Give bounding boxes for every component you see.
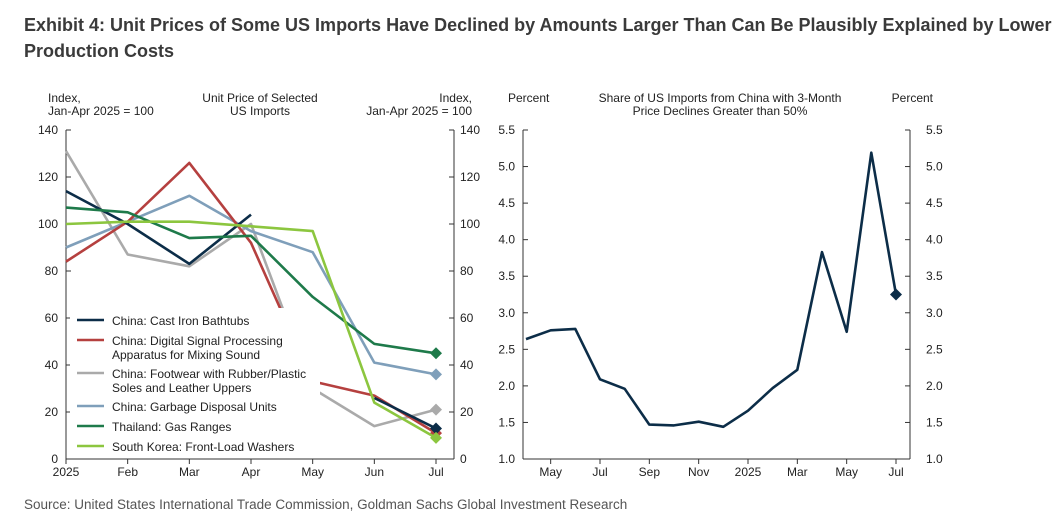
- left-chart-xtick-label: Jul: [428, 465, 443, 479]
- source-note: Source: United States International Trad…: [24, 497, 628, 512]
- left-series-end-marker-4: [430, 347, 442, 360]
- left-chart-xtick-label: Mar: [179, 465, 200, 479]
- right-chart-ytick-label-left: 4.0: [498, 233, 515, 247]
- left-series-line-5: [65, 220, 437, 440]
- left-series-line-3: [65, 189, 437, 430]
- left-chart-ytick-label-right: 120: [460, 170, 480, 184]
- legend-label-5: South Korea: Front-Load Washers: [112, 440, 294, 454]
- right-chart-title-line-1: Price Declines Greater than 50%: [633, 104, 808, 118]
- legend-label-1: China: Digital Signal Processing: [112, 334, 283, 348]
- left-chart-ytick-label-left: 140: [38, 123, 58, 137]
- left-chart-ylabel-left-line-1: Jan-Apr 2025 = 100: [48, 104, 154, 118]
- left-chart-xtick-label: Apr: [242, 465, 261, 479]
- left-chart-title-line-0: Unit Price of Selected: [202, 91, 317, 105]
- right-chart-ytick-label-right: 4.0: [926, 233, 943, 247]
- left-chart-ytick-label-right: 80: [460, 264, 474, 278]
- right-chart-ytick-label-right: 2.5: [926, 342, 943, 356]
- left-chart-ylabel-right-line-0: Index,: [439, 91, 472, 105]
- left-chart-ytick-label-right: 0: [460, 452, 467, 466]
- right-chart-ytick-label-left: 5.5: [498, 123, 515, 137]
- legend-background: [70, 308, 320, 450]
- right-chart-ytick-label-right: 5.0: [926, 160, 943, 174]
- left-series-end-marker-1: [430, 368, 442, 381]
- right-chart-xtick-label: Sep: [639, 465, 661, 479]
- right-chart-ytick-label-right: 3.0: [926, 306, 943, 320]
- right-chart-ytick-label-right: 5.5: [926, 123, 943, 137]
- right-chart-xtick-label: Jul: [888, 465, 903, 479]
- legend-label-1: Apparatus for Mixing Sound: [112, 348, 260, 362]
- right-chart-title-line-0: Share of US Imports from China with 3-Mo…: [599, 91, 842, 105]
- left-series-end-marker-0: [430, 403, 442, 416]
- left-chart-ylabel-left-line-0: Index,: [48, 91, 81, 105]
- left-chart-xtick-label: May: [301, 465, 324, 479]
- left-chart-ytick-label-left: 100: [38, 217, 58, 231]
- left-chart-xtick-label: Feb: [117, 465, 138, 479]
- left-chart-ytick-label-right: 140: [460, 123, 480, 137]
- right-chart-ytick-label-right: 1.0: [926, 452, 943, 466]
- legend-label-0: China: Cast Iron Bathtubs: [112, 314, 249, 328]
- left-series-line-0: [64, 150, 437, 428]
- right-chart-ytick-label-left: 4.5: [498, 196, 515, 210]
- right-chart-ylabel-right: Percent: [892, 91, 934, 105]
- left-chart-ytick-label-right: 20: [460, 405, 474, 419]
- right-chart-ytick-label-right: 1.5: [926, 415, 943, 429]
- right-chart-ytick-label-left: 5.0: [498, 160, 515, 174]
- right-chart-ytick-label-left: 1.0: [498, 452, 515, 466]
- left-chart-xtick-label: Jun: [365, 465, 384, 479]
- right-chart-xtick-label: Mar: [787, 465, 808, 479]
- left-chart-ytick-label-left: 80: [45, 264, 59, 278]
- right-chart-ytick-label-left: 3.5: [498, 269, 515, 283]
- right-series-end-marker: [890, 288, 902, 301]
- right-chart-ytick-label-left: 1.5: [498, 415, 515, 429]
- left-chart-xtick-label: 2025: [53, 465, 80, 479]
- left-series-end-marker-3: [430, 422, 442, 435]
- right-chart-ytick-label-right: 2.0: [926, 379, 943, 393]
- left-chart-ytick-label-left: 60: [45, 311, 59, 325]
- right-series-line: [525, 151, 898, 429]
- left-chart-ytick-label-left: 20: [45, 405, 59, 419]
- left-chart-ytick-label-left: 120: [38, 170, 58, 184]
- legend-label-2: China: Footwear with Rubber/Plastic: [112, 367, 306, 381]
- right-chart-xtick-label: May: [835, 465, 858, 479]
- legend-label-2: Soles and Leather Uppers: [112, 381, 251, 395]
- left-chart-ylabel-right-line-1: Jan-Apr 2025 = 100: [366, 104, 472, 118]
- legend-label-3: China: Garbage Disposal Units: [112, 400, 277, 414]
- left-series-line-4: [65, 206, 437, 355]
- right-chart-ylabel-left: Percent: [508, 91, 550, 105]
- right-chart-ytick-label-right: 3.5: [926, 269, 943, 283]
- right-chart-ytick-label-left: 3.0: [498, 306, 515, 320]
- right-chart-xtick-label: 2025: [735, 465, 762, 479]
- left-series-end-marker-5: [430, 431, 442, 444]
- left-chart-ytick-label-right: 100: [460, 217, 480, 231]
- left-chart-ytick-label-left: 40: [45, 358, 59, 372]
- right-chart-xtick-label: Nov: [688, 465, 709, 479]
- left-chart-ytick-label-right: 60: [460, 311, 474, 325]
- legend-label-4: Thailand: Gas Ranges: [112, 420, 231, 434]
- right-chart-ytick-label-left: 2.0: [498, 379, 515, 393]
- left-chart-ytick-label-right: 40: [460, 358, 474, 372]
- right-chart-ytick-label-right: 4.5: [926, 196, 943, 210]
- right-chart-xtick-label: May: [539, 465, 562, 479]
- left-chart-title-line-1: US Imports: [230, 104, 290, 118]
- right-chart-xtick-label: Jul: [592, 465, 607, 479]
- exhibit-title: Exhibit 4: Unit Prices of Some US Import…: [24, 15, 1052, 61]
- right-chart-ytick-label-left: 2.5: [498, 342, 515, 356]
- left-chart-ytick-label-left: 0: [51, 452, 58, 466]
